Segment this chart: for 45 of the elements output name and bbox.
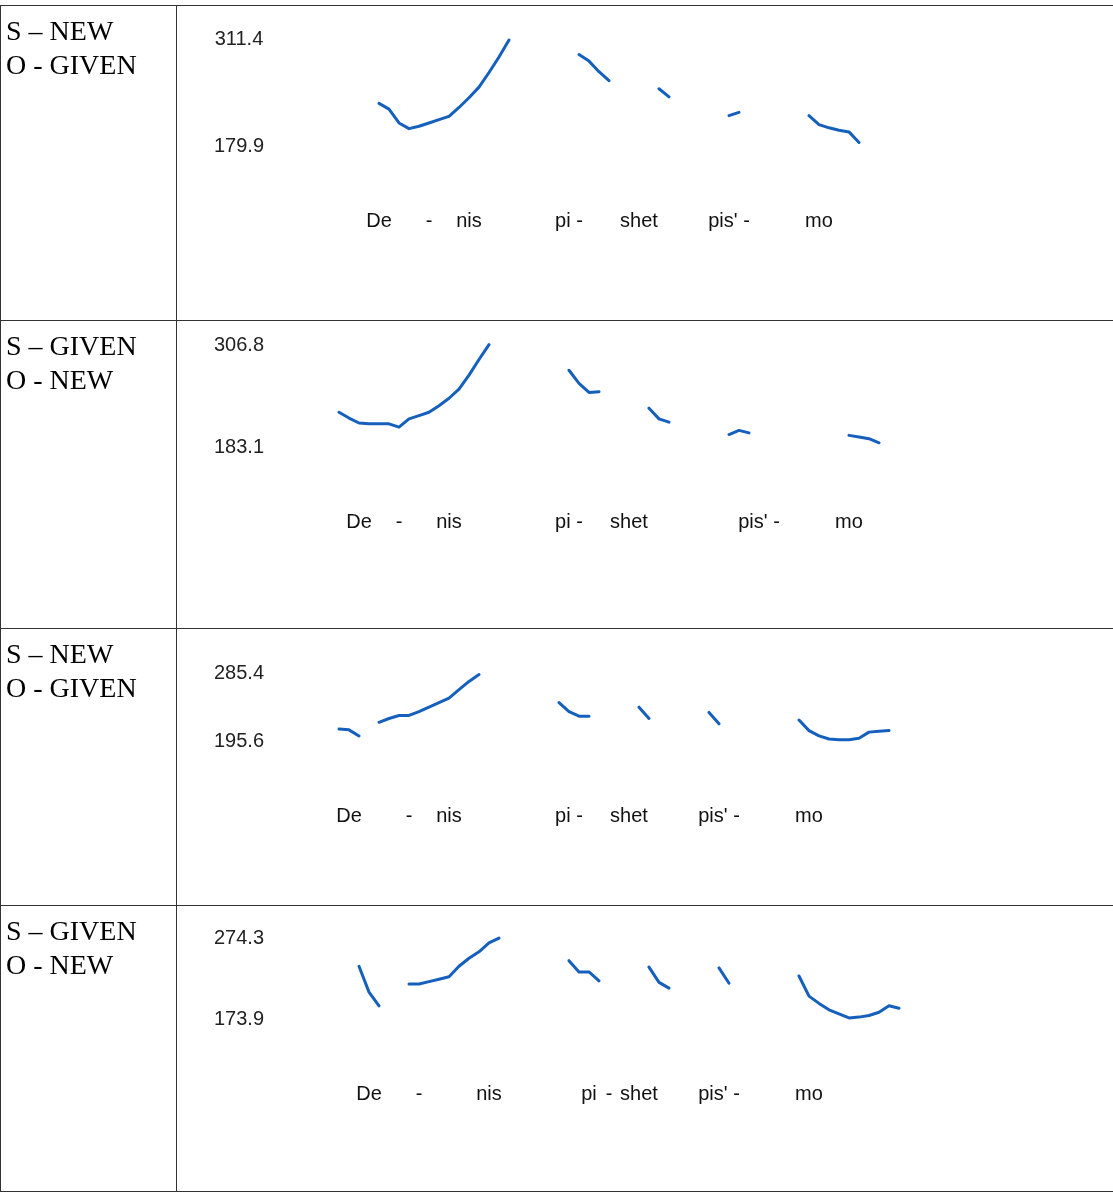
x-tick-label: shet — [620, 209, 659, 231]
x-tick-label: nis — [436, 804, 462, 826]
text: O - NEW — [6, 948, 115, 982]
x-tick-label: shet — [620, 1082, 659, 1104]
x-tick-label: De — [336, 804, 362, 826]
y-tick-label: 306.8 — [213, 333, 265, 355]
x-tick-label: mo — [795, 1082, 823, 1104]
x-tick-label: - — [425, 209, 433, 231]
x-tick-label: nis — [456, 209, 482, 231]
x-tick-label: - — [605, 1082, 613, 1104]
x-tick-label: pi - — [555, 510, 583, 532]
x-tick-label: pis' - — [698, 1082, 740, 1104]
x-tick-label: - — [395, 510, 403, 532]
y-tick-label: 183.1 — [213, 435, 265, 457]
x-tick-label: De — [346, 510, 372, 532]
x-tick-label: mo — [835, 510, 863, 532]
x-tick-label: pis' - — [708, 209, 750, 231]
text: O - GIVEN — [6, 48, 138, 82]
x-tick-label: mo — [805, 209, 833, 231]
x-tick-label: - — [405, 804, 413, 826]
x-tick-label: pi - — [555, 209, 583, 231]
x-tick-label: pi — [581, 1082, 597, 1104]
text: S – GIVEN — [6, 914, 138, 948]
text: S – GIVEN — [6, 329, 138, 363]
x-tick-label: De — [356, 1082, 382, 1104]
text: O - NEW — [6, 363, 115, 397]
x-tick-label: mo — [795, 804, 823, 826]
x-tick-label: pis' - — [738, 510, 780, 532]
x-tick-label: De — [366, 209, 392, 231]
y-tick-label: 179.9 — [213, 134, 265, 156]
x-tick-label: nis — [436, 510, 462, 532]
text: S – NEW — [6, 14, 115, 48]
text: O - GIVEN — [6, 671, 138, 705]
x-tick-label: - — [415, 1082, 423, 1104]
y-tick-label: 285.4 — [213, 661, 265, 683]
x-tick-label: shet — [610, 510, 649, 532]
x-tick-label: pis' - — [698, 804, 740, 826]
x-tick-label: shet — [610, 804, 649, 826]
x-tick-label: nis — [476, 1082, 502, 1104]
text: S – NEW — [6, 637, 115, 671]
y-tick-label: 274.3 — [213, 926, 265, 948]
y-tick-label: 311.4 — [214, 27, 264, 49]
x-tick-label: pi - — [555, 804, 583, 826]
y-tick-label: 195.6 — [213, 729, 265, 751]
y-tick-label: 173.9 — [213, 1007, 265, 1029]
